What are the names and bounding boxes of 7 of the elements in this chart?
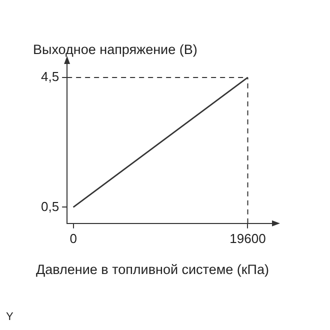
text: Y — [6, 311, 14, 323]
y-tick-label: 0,5 — [40, 198, 60, 214]
x-tick-label: 19600 — [230, 230, 266, 246]
y-tick-label: 4,5 — [40, 69, 60, 84]
x-axis-title: Давление в топливной системе (кПа) — [36, 262, 270, 277]
y-axis-title: Выходное напряжение (В) — [33, 42, 198, 57]
x-tick-label: 0 — [70, 230, 77, 246]
